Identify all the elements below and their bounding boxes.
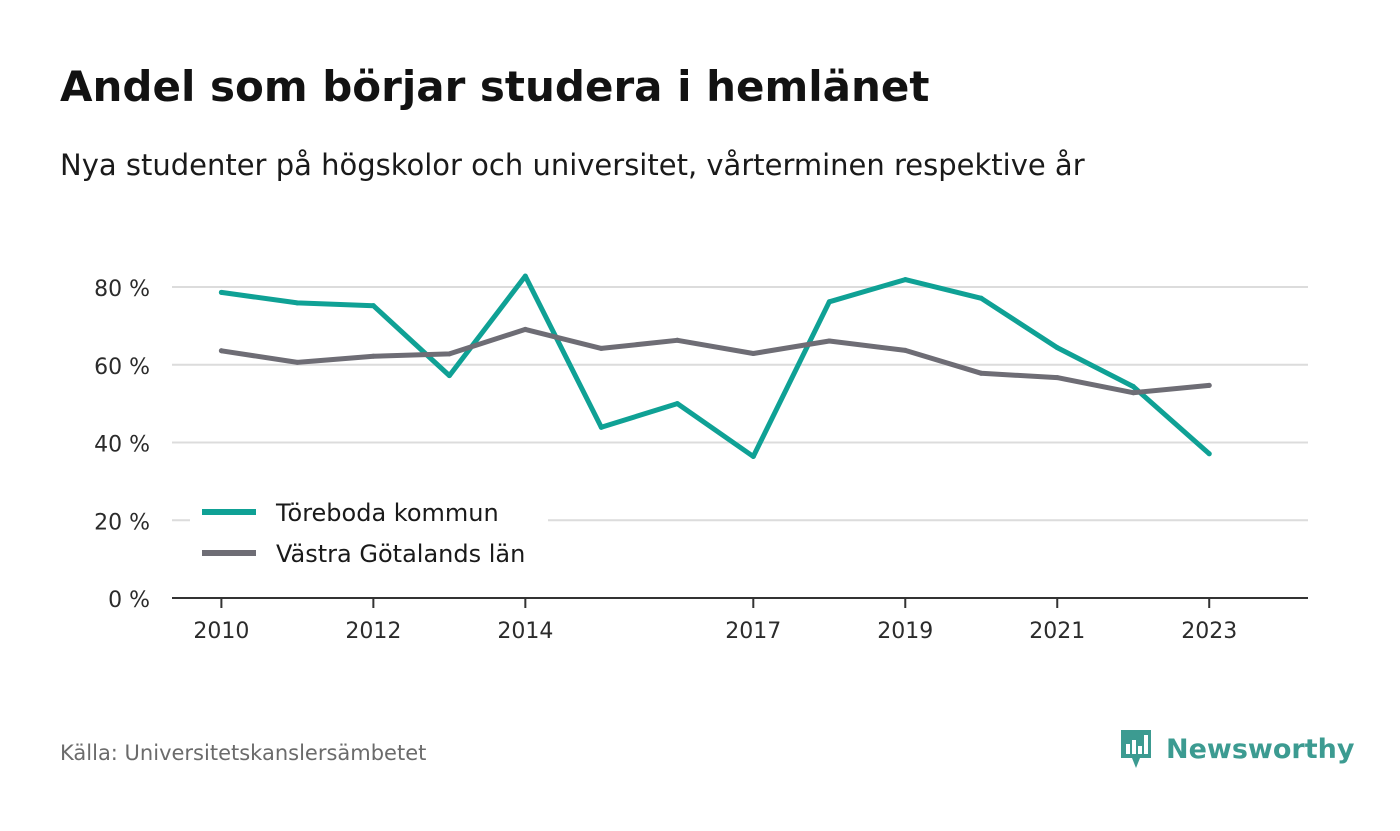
series-2-point — [294, 359, 300, 365]
series-2-point — [750, 350, 756, 356]
series-2-point — [978, 370, 984, 376]
series-1-point — [1130, 384, 1136, 390]
chart-title: Andel som börjar studera i hemlänet — [60, 62, 930, 111]
series-1-point — [1054, 345, 1060, 351]
series-1-point — [674, 401, 680, 407]
series-2-point — [1206, 382, 1212, 388]
series-1-point — [370, 303, 376, 309]
series-2-point — [446, 351, 452, 357]
legend-label: Västra Götalands län — [276, 540, 525, 568]
line-chart: 0 % 20 % 40 % 60 % 80 % 2010 2012 2014 2017 2019 2… — [94, 273, 1308, 644]
y-tick-label: 80 % — [94, 277, 150, 302]
series-2-point — [218, 348, 224, 354]
series-1-point — [826, 299, 832, 305]
series-1-point — [218, 289, 224, 295]
series-2-point — [522, 326, 528, 332]
x-tick-label: 2014 — [497, 619, 553, 644]
series-1-point — [750, 453, 756, 459]
y-tick-label: 40 % — [94, 433, 150, 458]
series-1-point — [598, 424, 604, 430]
series-1-point — [522, 273, 528, 279]
x-tick-label: 2019 — [877, 619, 933, 644]
chart-subtitle: Nya studenter på högskolor och universit… — [60, 148, 1085, 182]
x-tick-label: 2017 — [725, 619, 781, 644]
series-2-point — [826, 338, 832, 344]
series-1-point — [294, 300, 300, 306]
source-note: Källa: Universitetskanslersämbetet — [60, 741, 427, 765]
series-2-point — [1130, 390, 1136, 396]
x-tick-label: 2021 — [1029, 619, 1085, 644]
series-2-point — [674, 337, 680, 343]
brand-name: Newsworthy — [1166, 733, 1355, 765]
newsworthy-logo-icon — [1121, 730, 1151, 768]
legend-label: Töreboda kommun — [275, 499, 499, 527]
y-tick-label: 0 % — [108, 588, 150, 613]
series-1-point — [978, 295, 984, 301]
series-2-point — [902, 347, 908, 353]
series-2-point — [370, 353, 376, 359]
y-tick-label: 60 % — [94, 355, 150, 380]
x-tick-label: 2023 — [1181, 619, 1237, 644]
series-1-point — [446, 373, 452, 379]
series-line-1 — [218, 273, 1212, 459]
legend-background — [190, 494, 548, 582]
brand-logo: Newsworthy — [1118, 728, 1354, 770]
series-1-point — [902, 277, 908, 283]
series-2-point — [1054, 375, 1060, 381]
series-line-2 — [218, 326, 1212, 396]
x-tick-label: 2012 — [345, 619, 401, 644]
y-tick-label: 20 % — [94, 510, 150, 535]
series-1-point — [1206, 451, 1212, 457]
x-tick-label: 2010 — [193, 619, 249, 644]
series-2-point — [598, 345, 604, 351]
